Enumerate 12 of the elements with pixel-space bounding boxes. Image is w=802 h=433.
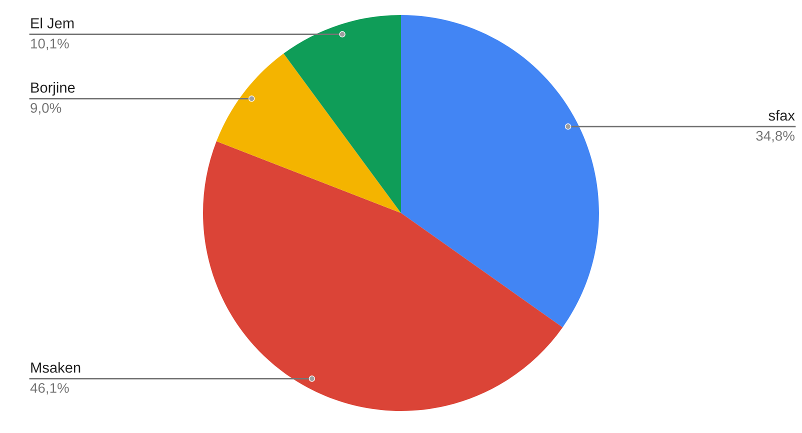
data-label: 46,1% (30, 383, 69, 395)
slice-label: Msaken (31, 362, 80, 373)
pie-slice (203, 141, 563, 411)
pie-slice (401, 15, 599, 328)
pie-slice (216, 54, 401, 213)
slice-label: Borjine (31, 82, 75, 96)
slice-label: sfax (768, 110, 795, 121)
data-label: 34,8% (756, 130, 795, 142)
data-label: 9,0% (30, 103, 62, 114)
slice-label: El Jem (31, 18, 74, 28)
data-label: 10,1% (31, 38, 69, 50)
pie-slice (284, 15, 401, 213)
